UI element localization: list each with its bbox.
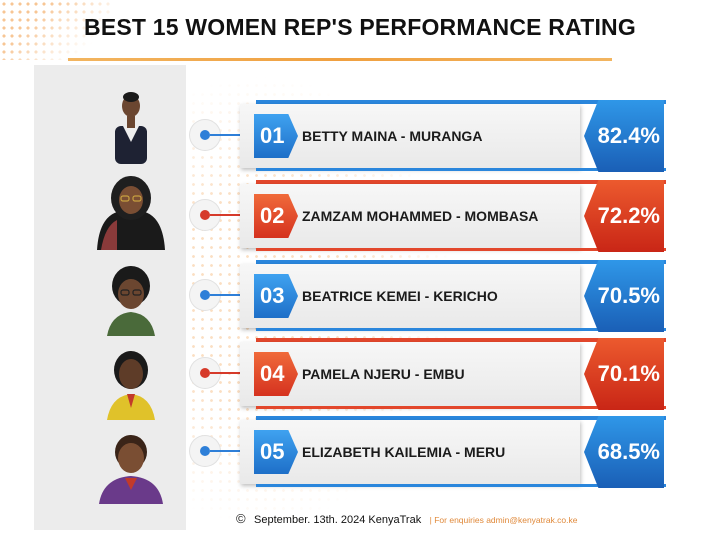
marker-dot: [200, 446, 210, 456]
rank-row: 01 BETTY MAINA - MURANGA 82.4%: [186, 100, 666, 172]
rank-number: 02: [254, 194, 298, 238]
rating-value: 70.1%: [584, 338, 664, 410]
connector-line: [210, 372, 240, 374]
rank-row: 04 PAMELA NJERU - EMBU 70.1%: [186, 338, 666, 410]
footer-enquiries: | For enquiries admin@kenyatrak.co.ke: [429, 515, 578, 525]
connector-line: [210, 294, 240, 296]
page-title: BEST 15 WOMEN REP'S PERFORMANCE RATING: [84, 14, 636, 40]
row-top-line: [256, 180, 666, 184]
rating-value: 68.5%: [584, 416, 664, 488]
row-top-line: [256, 416, 666, 420]
copyright-icon: ©: [236, 511, 246, 526]
rank-number: 04: [254, 352, 298, 396]
connector-line: [210, 214, 240, 216]
rating-value: 70.5%: [584, 260, 664, 332]
avatar-betty-maina: [93, 86, 169, 164]
row-top-line: [256, 338, 666, 342]
connector-line: [210, 134, 240, 136]
rank-number: 03: [254, 274, 298, 318]
avatar-elizabeth-kailemia: [93, 426, 169, 504]
connector-line: [210, 450, 240, 452]
row-bottom-line: [256, 168, 666, 171]
rep-name: ELIZABETH KAILEMIA - MERU: [302, 444, 506, 460]
row-top-line: [256, 100, 666, 104]
marker-dot: [200, 210, 210, 220]
rating-value: 72.2%: [584, 180, 664, 252]
rep-name: BEATRICE KEMEI - KERICHO: [302, 288, 498, 304]
marker-dot: [200, 130, 210, 140]
avatar-beatrice-kemei: [93, 258, 169, 336]
rep-name: ZAMZAM MOHAMMED - MOMBASA: [302, 208, 539, 224]
row-bottom-line: [256, 406, 666, 409]
portrait-panel: [34, 65, 186, 530]
rank-row: 03 BEATRICE KEMEI - KERICHO 70.5%: [186, 260, 666, 332]
rank-row: 05 ELIZABETH KAILEMIA - MERU 68.5%: [186, 416, 666, 488]
row-bottom-line: [256, 328, 666, 331]
avatar-pamela-njeru: [93, 342, 169, 420]
row-top-line: [256, 260, 666, 264]
rank-number: 01: [254, 114, 298, 158]
avatar-zamzam-mohammed: [93, 172, 169, 250]
marker-dot: [200, 368, 210, 378]
rep-name: BETTY MAINA - MURANGA: [302, 128, 483, 144]
row-bottom-line: [256, 248, 666, 251]
footer: © September. 13th. 2024 KenyaTrak | For …: [236, 510, 656, 528]
rating-value: 82.4%: [584, 100, 664, 172]
rep-name: PAMELA NJERU - EMBU: [302, 366, 465, 382]
title-underline: [68, 58, 612, 61]
dotted-corner-decoration: [0, 0, 110, 60]
marker-dot: [200, 290, 210, 300]
row-bottom-line: [256, 484, 666, 487]
footer-date-source: September. 13th. 2024 KenyaTrak: [254, 514, 422, 526]
rank-number: 05: [254, 430, 298, 474]
rank-row: 02 ZAMZAM MOHAMMED - MOMBASA 72.2%: [186, 180, 666, 252]
